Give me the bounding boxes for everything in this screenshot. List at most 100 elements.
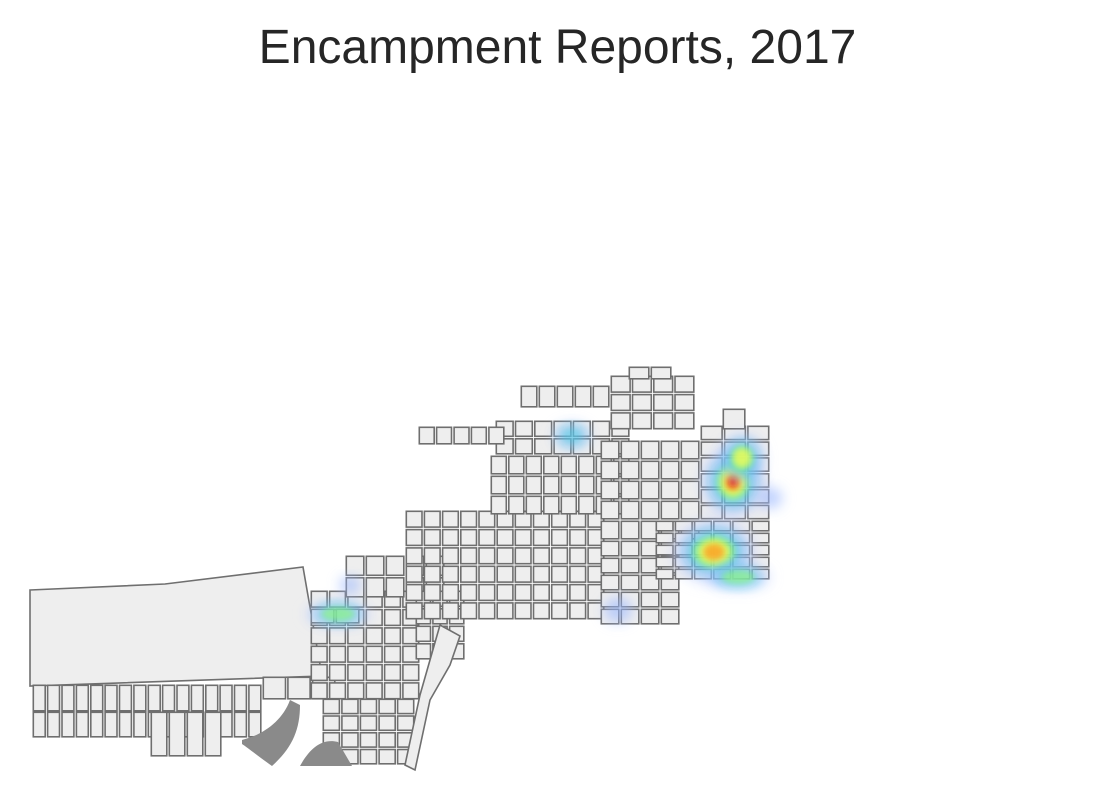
city-block <box>514 437 534 455</box>
city-block <box>620 480 640 500</box>
city-block <box>90 684 104 712</box>
city-block <box>365 645 383 663</box>
city-block <box>459 602 478 620</box>
city-block <box>328 627 347 645</box>
city-block <box>365 663 383 682</box>
city-block <box>550 583 569 602</box>
city-block <box>569 602 587 620</box>
city-block <box>459 583 478 602</box>
city-block <box>655 520 674 532</box>
city-block <box>650 366 672 380</box>
city-block <box>640 480 660 500</box>
city-block <box>532 602 550 620</box>
city-block <box>310 627 328 645</box>
city-block <box>262 676 287 700</box>
city-block <box>423 510 441 528</box>
city-block <box>365 576 385 598</box>
city-block <box>640 608 660 625</box>
city-block <box>359 748 378 765</box>
city-block <box>347 627 365 645</box>
hotspot-east-north-ring <box>733 448 751 468</box>
city-block <box>423 583 441 602</box>
city-block <box>441 583 460 602</box>
city-block <box>542 455 560 475</box>
city-block <box>470 426 488 445</box>
city-block <box>610 412 631 430</box>
city-block <box>587 565 605 583</box>
city-block <box>341 715 359 732</box>
city-block <box>459 565 478 583</box>
city-block <box>600 557 620 574</box>
city-block <box>550 602 569 620</box>
city-block <box>514 602 532 620</box>
city-block <box>538 385 556 408</box>
city-block <box>147 684 162 712</box>
city-block <box>674 393 695 412</box>
city-block <box>478 528 496 547</box>
city-block <box>118 711 133 738</box>
large-west-parcel <box>29 566 323 687</box>
hotspot-south-center-ring <box>605 598 631 622</box>
city-block <box>652 393 674 412</box>
city-block <box>532 528 550 547</box>
city-block <box>328 682 347 700</box>
city-block <box>577 495 595 515</box>
city-block <box>542 475 560 495</box>
city-block <box>600 520 620 540</box>
city-block <box>150 711 168 757</box>
city-block <box>680 440 700 460</box>
city-block <box>385 555 405 577</box>
water-body <box>242 700 352 766</box>
city-block <box>248 711 262 738</box>
city-block <box>435 426 453 445</box>
city-block <box>405 528 423 547</box>
city-block <box>610 393 631 412</box>
city-block <box>680 460 700 480</box>
city-block <box>405 583 423 602</box>
city-block <box>478 547 496 565</box>
hotspot-west-strip <box>304 600 372 628</box>
city-block <box>507 495 525 515</box>
city-block <box>560 475 578 495</box>
city-block <box>219 711 233 738</box>
city-block <box>396 715 415 732</box>
city-block <box>359 698 378 715</box>
city-block <box>204 711 222 757</box>
city-block <box>490 475 508 495</box>
city-block <box>600 460 620 480</box>
city-block <box>478 583 496 602</box>
city-block <box>660 480 680 500</box>
city-block <box>591 420 611 438</box>
hotspot-east-edge-ring <box>758 488 782 508</box>
city-block <box>478 565 496 583</box>
city-block <box>660 500 680 520</box>
city-block <box>600 540 620 557</box>
city-block <box>600 574 620 591</box>
city-block <box>655 532 674 544</box>
city-block <box>441 510 460 528</box>
city-block <box>190 684 205 712</box>
city-block <box>514 547 532 565</box>
city-block <box>32 711 46 738</box>
city-block <box>383 663 402 682</box>
hotspot-southeast-tail-ring <box>721 570 755 584</box>
city-block <box>405 602 423 620</box>
city-block <box>532 547 550 565</box>
city-block <box>118 684 133 712</box>
city-block <box>310 682 328 700</box>
city-block <box>655 568 674 580</box>
city-block <box>423 528 441 547</box>
city-block <box>32 684 46 712</box>
city-block <box>359 731 378 748</box>
city-block <box>328 663 347 682</box>
city-block <box>620 440 640 460</box>
city-block <box>396 698 415 715</box>
city-block <box>341 731 359 748</box>
city-block <box>46 684 61 712</box>
city-block <box>680 480 700 500</box>
city-block <box>631 412 653 430</box>
city-block <box>496 547 514 565</box>
city-block <box>405 510 423 528</box>
city-block <box>453 426 470 445</box>
